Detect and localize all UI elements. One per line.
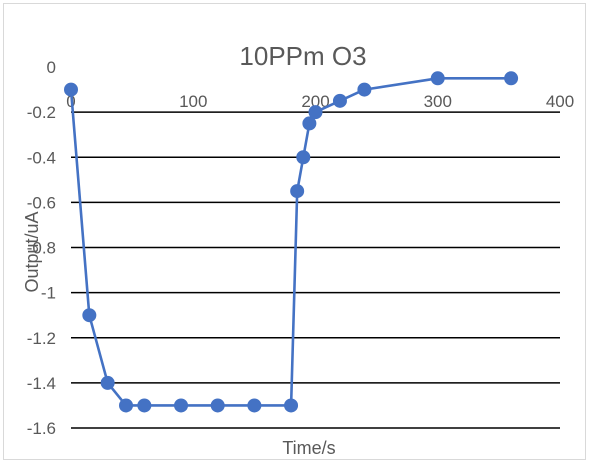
y-axis-ticks: 0 -0.2 -0.4 -0.6 -0.8 -1 -1.2 -1.4 -1.6 (27, 58, 56, 438)
y-tick-label: -0.8 (27, 239, 56, 258)
data-point (430, 71, 445, 86)
data-point (504, 71, 519, 86)
gridlines (71, 111, 560, 429)
x-tick-label: 200 (301, 92, 329, 111)
chart-frame: 10PPm O3 0 -0.2 -0.4 -0.6 -0.8 -1 -1.2 -1.4 -1.6… (3, 3, 586, 460)
data-point (357, 82, 372, 97)
data-point (174, 398, 189, 413)
data-point (137, 398, 152, 413)
data-point (296, 150, 311, 165)
y-tick-label: -1.6 (27, 419, 56, 438)
y-tick-label: -1.2 (27, 329, 56, 348)
y-tick-label: -1.4 (27, 374, 56, 393)
x-axis-title: Time/s (282, 438, 335, 458)
x-tick-label: 100 (179, 92, 207, 111)
data-point (302, 116, 317, 131)
series-output (64, 71, 519, 413)
data-point (100, 375, 115, 390)
data-point (119, 398, 134, 413)
data-point (82, 308, 97, 323)
chart: 10PPm O3 0 -0.2 -0.4 -0.6 -0.8 -1 -1.2 -1.4 -1.6… (22, 41, 574, 458)
y-tick-label: -0.4 (27, 148, 56, 167)
data-point (308, 105, 323, 120)
data-point (210, 398, 225, 413)
data-point (247, 398, 262, 413)
series-line (69, 77, 512, 407)
x-tick-label: 300 (424, 92, 452, 111)
y-tick-label: -0.6 (27, 193, 56, 212)
data-point (290, 184, 305, 199)
chart-title: 10PPm O3 (239, 41, 366, 71)
y-axis-title: Output/uA (22, 211, 42, 292)
y-tick-label: -0.2 (27, 103, 56, 122)
data-point (332, 93, 347, 108)
y-tick-label: -1 (41, 284, 56, 303)
data-point (64, 82, 78, 97)
x-tick-label: 400 (546, 92, 574, 111)
y-tick-label: 0 (47, 58, 56, 77)
data-point (284, 398, 299, 413)
